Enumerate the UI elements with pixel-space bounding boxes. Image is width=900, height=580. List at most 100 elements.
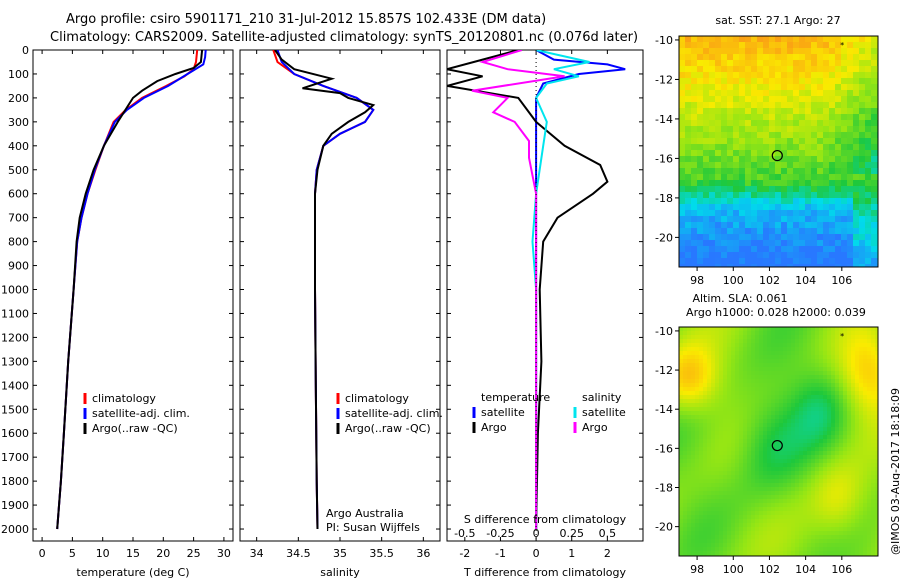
sst_map-cell — [829, 108, 836, 115]
sla_map-cell — [687, 503, 692, 508]
sst_map-cell — [739, 192, 746, 199]
sla_map-cell — [695, 475, 700, 480]
sla_map-cell — [735, 415, 740, 420]
sla_map-cell — [695, 387, 700, 392]
sla_map-cell — [711, 399, 716, 404]
sla_map-cell — [859, 343, 864, 348]
sla_map-cell — [803, 419, 808, 424]
sla_map-cell — [763, 427, 768, 432]
sla_map-cell — [807, 467, 812, 472]
sla_map-cell — [835, 327, 840, 332]
sla_map-cell — [775, 407, 780, 412]
temperature-panel: 0100200300400500600700800900100011001200… — [1, 44, 234, 579]
sla_map-cell — [759, 543, 764, 548]
sla_map-cell — [715, 391, 720, 396]
sla_map-cell — [815, 515, 820, 520]
sla_map-cell — [847, 447, 852, 452]
sla_map-cell — [743, 335, 748, 340]
sla_map-cell — [831, 359, 836, 364]
sla_map-cell — [699, 335, 704, 340]
sla_map-cell — [807, 519, 812, 524]
sla_map-cell — [827, 483, 832, 488]
sla_map-cell — [799, 331, 804, 336]
sla_map-cell — [831, 411, 836, 416]
sst_map-cell — [859, 174, 866, 181]
sla_map-cell — [815, 451, 820, 456]
sst_map-cell — [799, 150, 806, 157]
sla_map-cell — [751, 347, 756, 352]
sla_map-cell — [719, 531, 724, 536]
sla_map-cell — [759, 495, 764, 500]
sst_map-cell — [721, 264, 728, 268]
sla_map-cell — [779, 391, 784, 396]
sla_map-cell — [767, 495, 772, 500]
sla_map-cell — [831, 371, 836, 376]
sla_map-cell — [827, 379, 832, 384]
sst_map-cell — [763, 36, 770, 43]
sla_map-cell — [699, 383, 704, 388]
depth-tick-label: 2000 — [1, 523, 29, 536]
sla_map-cell — [691, 543, 696, 548]
sla_map-cell — [835, 527, 840, 532]
sla_map-cell — [723, 467, 728, 472]
sla_map-cell — [823, 399, 828, 404]
sla_map-cell — [795, 375, 800, 380]
sst_map-cell — [679, 144, 686, 151]
sla_map-cell — [815, 471, 820, 476]
sst_map-cell — [715, 180, 722, 187]
sla_map-cell — [815, 447, 820, 452]
sla_map-cell — [679, 339, 684, 344]
sla_map-cell — [783, 483, 788, 488]
sst_map-cell — [709, 126, 716, 133]
sla_map-cell — [707, 463, 712, 468]
sla_map-cell — [687, 447, 692, 452]
sla_map-cell — [791, 463, 796, 468]
sla_map-cell — [743, 491, 748, 496]
difference-s-tick-label: 0.5 — [599, 527, 617, 540]
sla_map-cell — [755, 399, 760, 404]
sla_map-cell — [835, 459, 840, 464]
sla_map-cell — [751, 327, 756, 332]
sla_map-cell — [835, 523, 840, 528]
sla_map-cell — [775, 515, 780, 520]
sst_map-cell — [691, 156, 698, 163]
sst_map-cell — [739, 126, 746, 133]
sla_map-cell — [687, 479, 692, 484]
sla_map-cell — [791, 487, 796, 492]
sla_map-cell — [855, 387, 860, 392]
sla_map-cell — [815, 459, 820, 464]
sst_map-cell — [679, 156, 686, 163]
sla_map-cell — [807, 539, 812, 544]
sla_map-cell — [715, 415, 720, 420]
sst_map-cell — [757, 222, 764, 229]
sla_map-cell — [739, 499, 744, 504]
sla_map-cell — [875, 435, 879, 440]
sla_map-cell — [771, 367, 776, 372]
sla_map-cell — [811, 451, 816, 456]
sst_map-cell — [697, 84, 704, 91]
sla_map-cell — [791, 451, 796, 456]
sla_map-cell — [803, 487, 808, 492]
sla_map-cell — [695, 431, 700, 436]
sla_map-cell — [759, 547, 764, 552]
sst_map-cell — [751, 192, 758, 199]
sst_map-cell — [679, 246, 686, 253]
sst_map-cell — [853, 258, 860, 265]
sst_map-cell — [787, 108, 794, 115]
sst_map-cell — [739, 102, 746, 109]
sla_map-cell — [779, 547, 784, 552]
sst_map-cell — [721, 198, 728, 205]
sla_map-cell — [727, 439, 732, 444]
sst_map-cell — [751, 216, 758, 223]
sla_map-cell — [867, 391, 872, 396]
sla_map-cell — [775, 543, 780, 548]
sla_map-cell — [703, 483, 708, 488]
sla_map-cell — [827, 371, 832, 376]
sla_map-cell — [859, 391, 864, 396]
sla_map-cell — [859, 459, 864, 464]
sla_map-cell — [715, 471, 720, 476]
sst_map-cell — [799, 60, 806, 67]
sla_map-cell — [867, 443, 872, 448]
sla_map-cell — [863, 507, 868, 512]
sla_map-cell — [811, 359, 816, 364]
